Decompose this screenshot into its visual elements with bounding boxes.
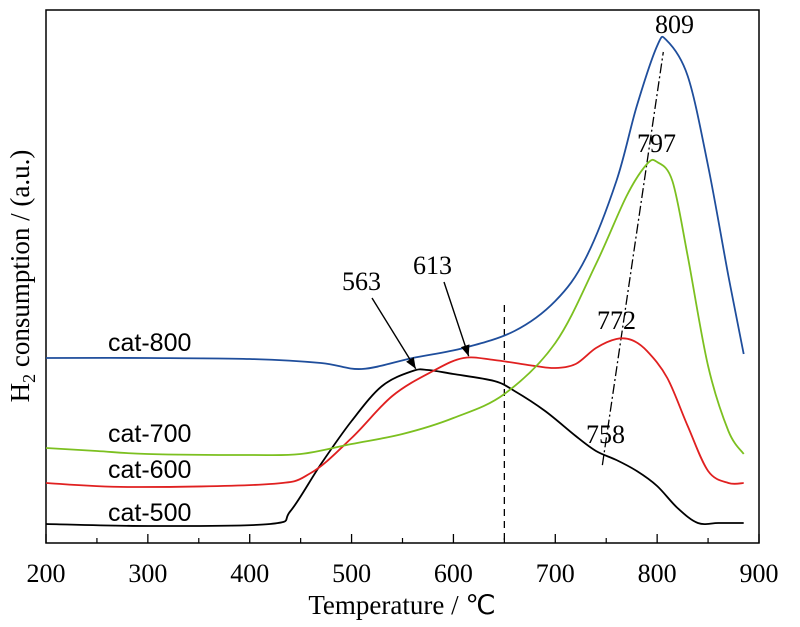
- series-line-cat-800: [45, 35, 745, 370]
- peak-label-772: 772: [597, 306, 636, 335]
- x-tick-label-600: 600: [434, 559, 473, 588]
- y-axis-label-h: H: [5, 383, 35, 403]
- reference-lines: [503, 51, 664, 543]
- arrow-613: [443, 281, 470, 357]
- peak-label-613: 613: [413, 251, 452, 280]
- peak-labels: 563 613 772 758 797 809: [342, 10, 694, 449]
- series-line-cat-600: [45, 337, 744, 488]
- x-tick-label-900: 900: [740, 559, 779, 588]
- peak-label-809: 809: [655, 10, 694, 39]
- x-tick-label-500: 500: [332, 559, 371, 588]
- series-labels: cat-800 cat-700 cat-600 cat-500: [108, 329, 191, 527]
- x-tick-label-200: 200: [27, 559, 66, 588]
- peak-trend-line: [601, 51, 664, 466]
- y-axis-label-subscript: 2: [19, 374, 39, 383]
- series-label-cat-600: cat-600: [108, 456, 191, 484]
- peak-label-797: 797: [637, 129, 676, 158]
- peak-label-563: 563: [342, 267, 381, 296]
- arrow-563-head: [406, 357, 416, 369]
- series-label-cat-700: cat-700: [108, 420, 191, 448]
- x-tick-label-700: 700: [536, 559, 575, 588]
- peak-label-758: 758: [586, 420, 625, 449]
- series-lines: [45, 35, 745, 527]
- peak-arrows: [371, 281, 470, 370]
- arrow-613-head: [460, 344, 470, 357]
- x-tick-label-800: 800: [638, 559, 677, 588]
- series-line-cat-700: [45, 158, 745, 457]
- y-axis-label: H2 consumption / (a.u.): [5, 150, 39, 403]
- arrow-563: [371, 297, 417, 370]
- x-axis-tick-labels: 200 300 400 500 600 700 800 900: [27, 559, 779, 588]
- x-axis-label: Temperature / ℃: [308, 590, 495, 620]
- series-label-cat-800: cat-800: [108, 329, 191, 357]
- y-axis-label-rest: consumption / (a.u.): [5, 150, 35, 374]
- x-tick-label-300: 300: [128, 559, 167, 588]
- series-label-cat-500: cat-500: [108, 499, 191, 527]
- series-line-cat-500: [45, 368, 744, 527]
- x-tick-label-400: 400: [230, 559, 269, 588]
